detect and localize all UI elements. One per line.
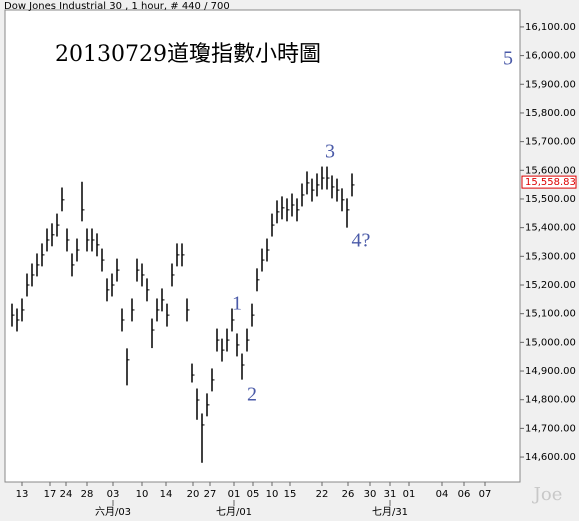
x-tick-label: 27 <box>204 489 217 500</box>
wave-label: 2 <box>247 384 257 406</box>
last-price-box <box>521 175 577 189</box>
y-tick-label: 15,000.00 <box>525 337 576 348</box>
month-tick-label: 七月/01 <box>216 506 252 518</box>
x-tick-label: 07 <box>479 489 492 500</box>
x-tick-label: 06 <box>458 489 471 500</box>
x-tick-label: 20 <box>187 489 200 500</box>
x-tick-label: 13 <box>16 489 29 500</box>
y-tick-label: 15,800.00 <box>525 108 576 119</box>
y-tick-label: 15,700.00 <box>525 137 576 148</box>
x-tick-label: 30 <box>364 489 377 500</box>
y-tick-label: 15,200.00 <box>525 280 576 291</box>
wave-label: 3 <box>325 141 335 163</box>
wave-label: 4? <box>352 230 371 252</box>
x-tick-label: 31 <box>384 489 397 500</box>
month-tick-label: 七月/31 <box>372 506 408 518</box>
x-tick-label: 17 <box>44 489 57 500</box>
y-tick-label: 15,300.00 <box>525 251 576 262</box>
x-tick-label: 01 <box>403 489 416 500</box>
y-tick-label: 14,900.00 <box>525 366 576 377</box>
wave-label: 1 <box>232 293 242 315</box>
x-tick-label: 01 <box>228 489 241 500</box>
plot-area <box>4 9 521 483</box>
y-tick-label: 14,700.00 <box>525 423 576 434</box>
annotation: 20130729道瓊指數小時圖 <box>55 42 321 67</box>
x-tick-label: 10 <box>266 489 279 500</box>
y-tick-label: 15,500.00 <box>525 194 576 205</box>
x-tick-label: 10 <box>136 489 149 500</box>
x-tick-label: 24 <box>60 489 73 500</box>
watermark: Joe <box>532 484 563 505</box>
x-tick-label: 15 <box>284 489 297 500</box>
x-tick-label: 03 <box>107 489 120 500</box>
y-tick-label: 16,000.00 <box>525 51 576 62</box>
y-tick-label: 15,400.00 <box>525 223 576 234</box>
y-tick-label: 14,600.00 <box>525 452 576 463</box>
wave-label: 5 <box>503 48 513 70</box>
x-tick-label: 14 <box>160 489 173 500</box>
x-tick-label: 04 <box>436 489 449 500</box>
x-tick-label: 26 <box>342 489 355 500</box>
x-tick-label: 28 <box>81 489 94 500</box>
y-tick-label: 14,800.00 <box>525 395 576 406</box>
last-price-label: 15,558.83 <box>525 177 576 188</box>
month-tick-label: 六月/03 <box>95 506 131 518</box>
y-tick-label: 16,100.00 <box>525 22 576 33</box>
y-tick-label: 15,100.00 <box>525 309 576 320</box>
x-tick-label: 05 <box>247 489 260 500</box>
y-tick-label: 15,600.00 <box>525 165 576 176</box>
x-tick-label: 22 <box>316 489 329 500</box>
y-tick-label: 15,900.00 <box>525 79 576 90</box>
chart-title: Dow Jones Industrial 30 , 1 hour, # 440 … <box>4 1 230 12</box>
